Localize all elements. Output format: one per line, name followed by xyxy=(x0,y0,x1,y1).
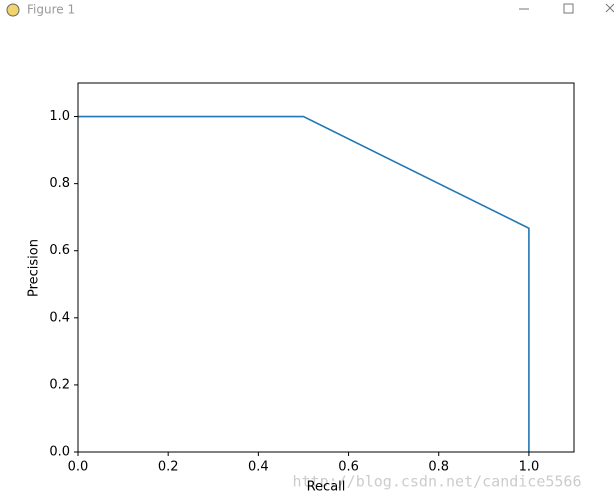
y-tick-label: 0.0 xyxy=(49,445,70,460)
data-line xyxy=(78,115,530,452)
maximize-button[interactable] xyxy=(563,3,574,14)
plot-frame xyxy=(77,82,575,453)
y-axis-label: Precision xyxy=(27,239,42,297)
y-tick-label: 0.8 xyxy=(49,176,70,191)
x-tick-label: 0.8 xyxy=(428,460,449,475)
y-tick-label: 0.2 xyxy=(49,377,70,392)
app-icon xyxy=(6,3,20,17)
y-tick-label: 1.0 xyxy=(49,109,70,124)
y-tick-label: 0.6 xyxy=(49,243,70,258)
x-tick-label: 0.0 xyxy=(68,460,89,475)
x-tick-label: 0.2 xyxy=(158,460,179,475)
x-tick-label: 0.4 xyxy=(248,460,269,475)
x-axis-label: Recall xyxy=(307,480,346,495)
window-title: Figure 1 xyxy=(27,3,75,17)
y-tick-label: 0.4 xyxy=(49,310,70,325)
x-tick-label: 1.0 xyxy=(519,460,540,475)
x-tick-label: 0.6 xyxy=(338,460,359,475)
close-button[interactable] xyxy=(605,3,614,13)
watermark: http://blog.csdn.net/candice5566 xyxy=(293,473,582,491)
